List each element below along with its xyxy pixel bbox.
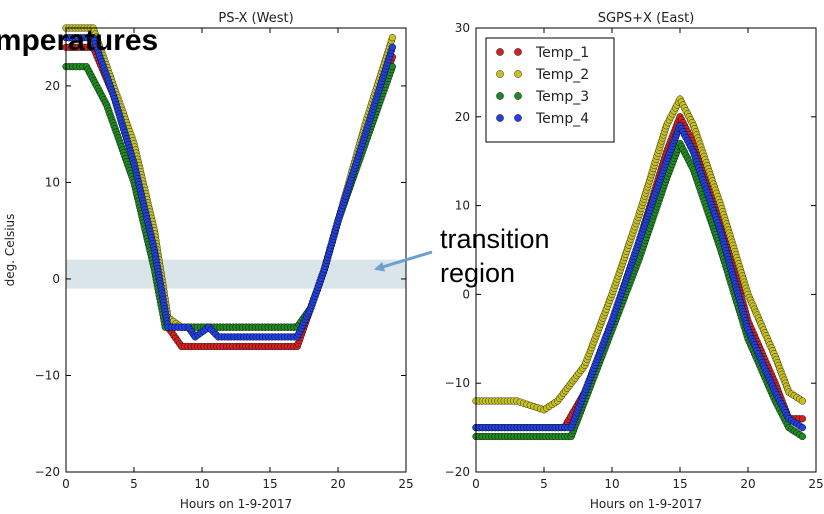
legend-marker (496, 48, 504, 56)
x-tick-label: 10 (194, 477, 209, 491)
legend-label: Temp_2 (535, 67, 589, 83)
legend-marker (514, 70, 522, 78)
x-tick-label: 0 (62, 477, 70, 491)
legend-label: Temp_1 (535, 45, 589, 61)
x-axis-label-east: Hours on 1-9-2017 (590, 497, 702, 511)
y-tick-label: 10 (45, 175, 60, 189)
data-point-temp-2 (798, 397, 807, 405)
legend-box (485, 37, 615, 143)
x-tick-label: 20 (740, 477, 755, 491)
y-tick-label: −10 (445, 376, 470, 390)
y-tick-label: −10 (35, 368, 60, 382)
data-point-temp-4 (388, 43, 397, 51)
x-tick-label: 25 (808, 477, 823, 491)
annotation-line-2: region (440, 258, 515, 288)
scatter-points-west (62, 24, 397, 351)
plot-title-east: SGPS+X (East) (598, 11, 695, 26)
x-tick-label: 5 (130, 477, 138, 491)
plot-frame-east (475, 27, 817, 473)
x-tick-label: 20 (330, 477, 345, 491)
legend-label: Temp_4 (535, 111, 589, 127)
data-point-temp-3 (798, 432, 807, 441)
data-point-temp-4 (798, 424, 807, 432)
page-title: Temperatures (0, 24, 158, 57)
annotation-line-1: transition (440, 224, 550, 254)
legend-marker (496, 114, 504, 122)
legend-marker (514, 92, 522, 100)
x-tick-label: 25 (398, 477, 413, 491)
legend-marker (496, 70, 504, 78)
x-tick-label: 5 (540, 477, 548, 491)
transition-band (66, 259, 406, 289)
x-tick-label: 15 (262, 477, 277, 491)
legend-marker (514, 114, 522, 122)
y-tick-label: 30 (455, 21, 470, 35)
axis-ticks-west: 0 5 10 15 20 25 20 10 0 −10 −20 (35, 28, 414, 491)
y-tick-label: −20 (35, 465, 60, 479)
plot-west: 0 5 10 15 20 25 20 10 0 −10 −20 PS-X (West) Hours … (3, 11, 414, 511)
y-tick-label: −20 (445, 465, 470, 479)
x-tick-label: 0 (472, 477, 480, 491)
data-point-temp-1 (798, 415, 807, 423)
x-tick-label: 10 (604, 477, 619, 491)
axis-ticks-east: 0 5 10 15 20 25 30 20 10 0 −10 −20 (445, 21, 824, 491)
legend-label: Temp_3 (535, 89, 589, 105)
y-tick-label: 0 (462, 287, 470, 301)
x-tick-label: 15 (672, 477, 687, 491)
x-axis-label-west: Hours on 1-9-2017 (180, 497, 292, 511)
scatter-points-east (472, 95, 807, 441)
plot-east: 0 5 10 15 20 25 30 20 10 0 −10 −20 SGPS+X (East) Ho… (445, 11, 824, 511)
plot-frame-west (65, 27, 407, 473)
y-tick-label: 10 (455, 199, 470, 213)
y-tick-label: 20 (45, 79, 60, 93)
y-axis-label-west: deg. Celsius (3, 214, 17, 287)
y-tick-label: 0 (52, 272, 60, 286)
data-point-temp-2 (388, 34, 397, 42)
annotation-arrow (374, 250, 433, 272)
legend: Temp_1 Temp_2 Temp_3 Temp_4 (485, 37, 615, 143)
legend-marker (496, 92, 504, 100)
legend-marker (514, 48, 522, 56)
y-tick-label: 20 (455, 110, 470, 124)
plot-title-west: PS-X (West) (218, 11, 293, 26)
